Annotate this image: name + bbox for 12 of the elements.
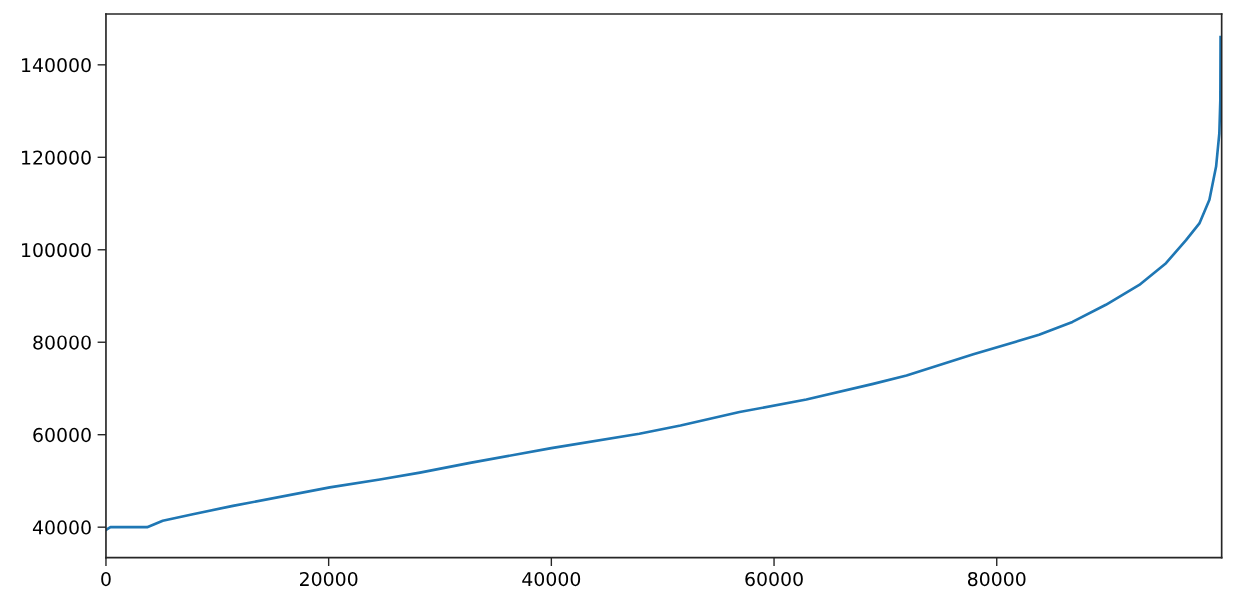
y-tick-label: 80000 <box>33 335 91 350</box>
x-tick-label: 0 <box>101 571 111 587</box>
x-tick-label: 80000 <box>967 571 1026 587</box>
line-series <box>105 35 1222 532</box>
y-tick-label: 100000 <box>22 242 91 258</box>
x-tick-label: 60000 <box>745 571 803 587</box>
y-tick-label: 60000 <box>33 427 91 443</box>
x-tick-label: 40000 <box>522 571 581 587</box>
y-tick-label: 40000 <box>32 520 91 535</box>
y-tick-label: 120000 <box>22 150 91 165</box>
x-tick-label: 20000 <box>300 571 358 587</box>
y-tick-label: 140000 <box>22 57 91 73</box>
